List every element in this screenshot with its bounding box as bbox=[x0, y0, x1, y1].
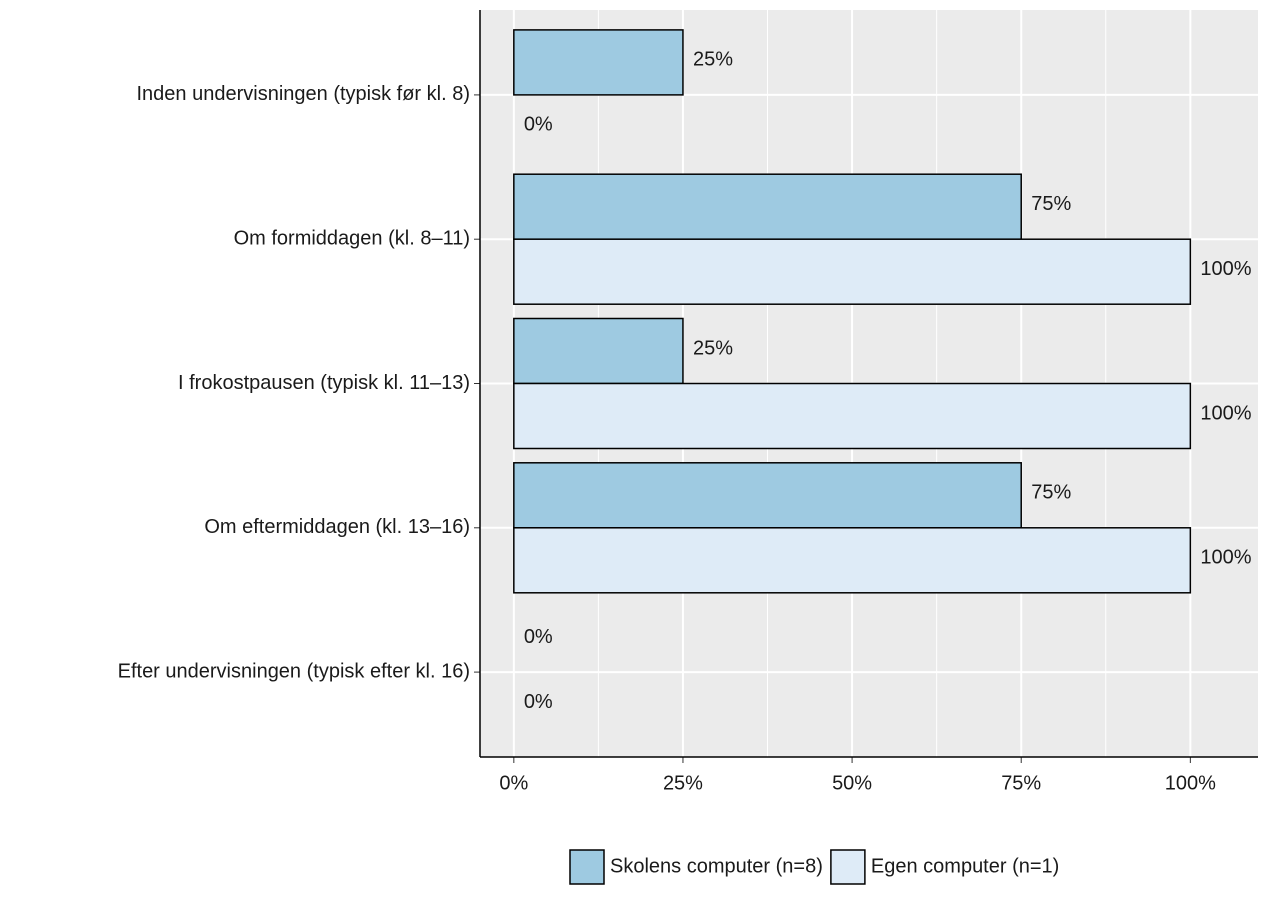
value-label: 75% bbox=[1031, 482, 1071, 504]
x-tick-label: 75% bbox=[1001, 772, 1041, 794]
x-tick-label: 25% bbox=[663, 772, 703, 794]
bar bbox=[513, 317, 684, 385]
legend-key bbox=[830, 849, 866, 885]
bar bbox=[513, 173, 1022, 240]
bar bbox=[513, 238, 1192, 305]
x-tick-label: 50% bbox=[832, 772, 872, 794]
bar bbox=[513, 382, 1192, 450]
y-tick-label: Inden undervisningen (typisk før kl. 8) bbox=[137, 83, 471, 105]
y-tick-label: Om eftermiddagen (kl. 13–16) bbox=[204, 516, 470, 538]
value-label: 25% bbox=[693, 49, 733, 71]
x-tick-label: 100% bbox=[1165, 772, 1216, 794]
y-tick-label: Efter undervisningen (typisk efter kl. 1… bbox=[118, 660, 470, 682]
y-tick-label: Om formiddagen (kl. 8–11) bbox=[234, 227, 470, 249]
legend-label: Egen computer (n=1) bbox=[871, 855, 1059, 877]
value-label: 0% bbox=[524, 626, 553, 648]
value-label: 100% bbox=[1200, 547, 1251, 569]
legend-key bbox=[569, 849, 605, 885]
value-label: 0% bbox=[524, 691, 553, 713]
y-tick-label: I frokostpausen (typisk kl. 11–13) bbox=[178, 372, 470, 394]
value-label: 25% bbox=[693, 337, 733, 359]
value-label: 0% bbox=[524, 114, 553, 136]
legend-label: Skolens computer (n=8) bbox=[610, 855, 823, 877]
x-tick-label: 0% bbox=[499, 772, 528, 794]
bar bbox=[513, 462, 1022, 529]
value-label: 75% bbox=[1031, 193, 1071, 215]
bar bbox=[513, 29, 684, 96]
value-label: 100% bbox=[1200, 402, 1251, 424]
bar bbox=[513, 527, 1192, 594]
value-label: 100% bbox=[1200, 258, 1251, 280]
